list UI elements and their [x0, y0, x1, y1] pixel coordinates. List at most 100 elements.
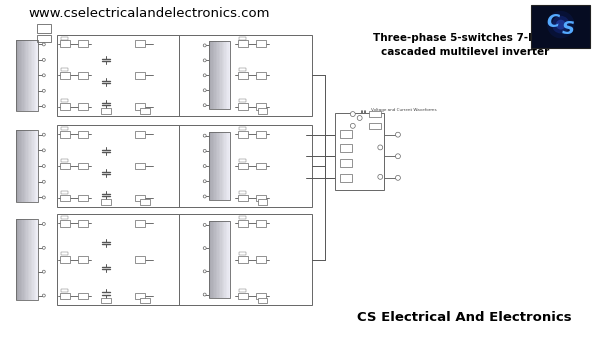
- Bar: [214, 221, 216, 298]
- Bar: [20, 130, 23, 202]
- Bar: [61, 68, 68, 71]
- Bar: [29, 219, 31, 300]
- Bar: [61, 37, 68, 40]
- Bar: [223, 221, 225, 298]
- Bar: [20, 219, 23, 300]
- Bar: [239, 159, 246, 162]
- Bar: [22, 130, 24, 202]
- Bar: [140, 199, 150, 205]
- Circle shape: [203, 149, 206, 152]
- Circle shape: [203, 270, 206, 273]
- Bar: [34, 40, 35, 111]
- Bar: [78, 220, 88, 227]
- Bar: [16, 40, 38, 111]
- Circle shape: [43, 222, 45, 225]
- Bar: [210, 42, 212, 109]
- Bar: [61, 293, 70, 299]
- Bar: [135, 293, 145, 299]
- Bar: [78, 131, 88, 138]
- Bar: [216, 221, 218, 298]
- Bar: [61, 252, 68, 255]
- Bar: [56, 125, 184, 207]
- Bar: [61, 99, 68, 102]
- Circle shape: [43, 105, 45, 108]
- Bar: [213, 42, 215, 109]
- Circle shape: [350, 123, 355, 128]
- Bar: [61, 194, 70, 201]
- Circle shape: [203, 165, 206, 168]
- Bar: [28, 219, 30, 300]
- Bar: [25, 130, 27, 202]
- Text: Voltage and Current Waveforms: Voltage and Current Waveforms: [371, 108, 437, 112]
- Text: C: C: [547, 14, 560, 31]
- Bar: [224, 132, 226, 200]
- Circle shape: [203, 74, 206, 77]
- Bar: [218, 221, 221, 298]
- Bar: [135, 194, 145, 201]
- Bar: [239, 68, 246, 71]
- Bar: [532, 5, 590, 48]
- Bar: [211, 132, 214, 200]
- Bar: [135, 220, 145, 227]
- Bar: [78, 41, 88, 47]
- Circle shape: [556, 20, 566, 29]
- Bar: [238, 41, 248, 47]
- Bar: [179, 214, 311, 305]
- Bar: [209, 42, 211, 109]
- Circle shape: [378, 145, 383, 150]
- Bar: [221, 42, 223, 109]
- Bar: [226, 132, 228, 200]
- Bar: [256, 293, 266, 299]
- Bar: [56, 214, 184, 305]
- Bar: [35, 40, 37, 111]
- Bar: [26, 40, 28, 111]
- Bar: [257, 108, 268, 114]
- Circle shape: [203, 59, 206, 62]
- Bar: [213, 221, 215, 298]
- Circle shape: [203, 247, 206, 249]
- Circle shape: [203, 44, 206, 47]
- Bar: [209, 221, 211, 298]
- Bar: [135, 41, 145, 47]
- Bar: [217, 42, 219, 109]
- Text: CS Electrical And Electronics: CS Electrical And Electronics: [358, 311, 572, 323]
- Bar: [34, 219, 35, 300]
- Bar: [223, 132, 225, 200]
- Bar: [26, 219, 28, 300]
- Bar: [61, 256, 70, 263]
- Bar: [61, 191, 68, 194]
- Bar: [135, 103, 145, 110]
- Bar: [256, 256, 266, 263]
- Bar: [256, 103, 266, 110]
- Bar: [31, 40, 32, 111]
- Bar: [37, 40, 38, 111]
- Bar: [29, 40, 31, 111]
- Bar: [16, 130, 38, 202]
- Bar: [221, 221, 223, 298]
- Bar: [370, 123, 381, 129]
- Bar: [16, 130, 18, 202]
- Bar: [335, 113, 384, 190]
- Bar: [61, 127, 68, 130]
- Bar: [217, 221, 219, 298]
- Bar: [135, 256, 145, 263]
- Circle shape: [203, 104, 206, 107]
- Bar: [238, 103, 248, 110]
- Bar: [28, 40, 30, 111]
- Bar: [32, 130, 34, 202]
- Bar: [78, 256, 88, 263]
- Bar: [213, 132, 215, 200]
- Circle shape: [395, 175, 400, 180]
- Bar: [220, 221, 222, 298]
- Bar: [18, 219, 20, 300]
- Bar: [22, 219, 24, 300]
- Bar: [224, 42, 226, 109]
- Bar: [20, 40, 23, 111]
- Bar: [239, 99, 246, 102]
- Text: Three-phase 5-switches 7-level
cascaded multilevel inverter: Three-phase 5-switches 7-level cascaded …: [373, 33, 556, 57]
- Circle shape: [552, 16, 569, 33]
- Circle shape: [547, 11, 574, 38]
- Text: www.cselectricalandelectronics.com: www.cselectricalandelectronics.com: [28, 6, 269, 20]
- Circle shape: [203, 134, 206, 137]
- Bar: [256, 72, 266, 79]
